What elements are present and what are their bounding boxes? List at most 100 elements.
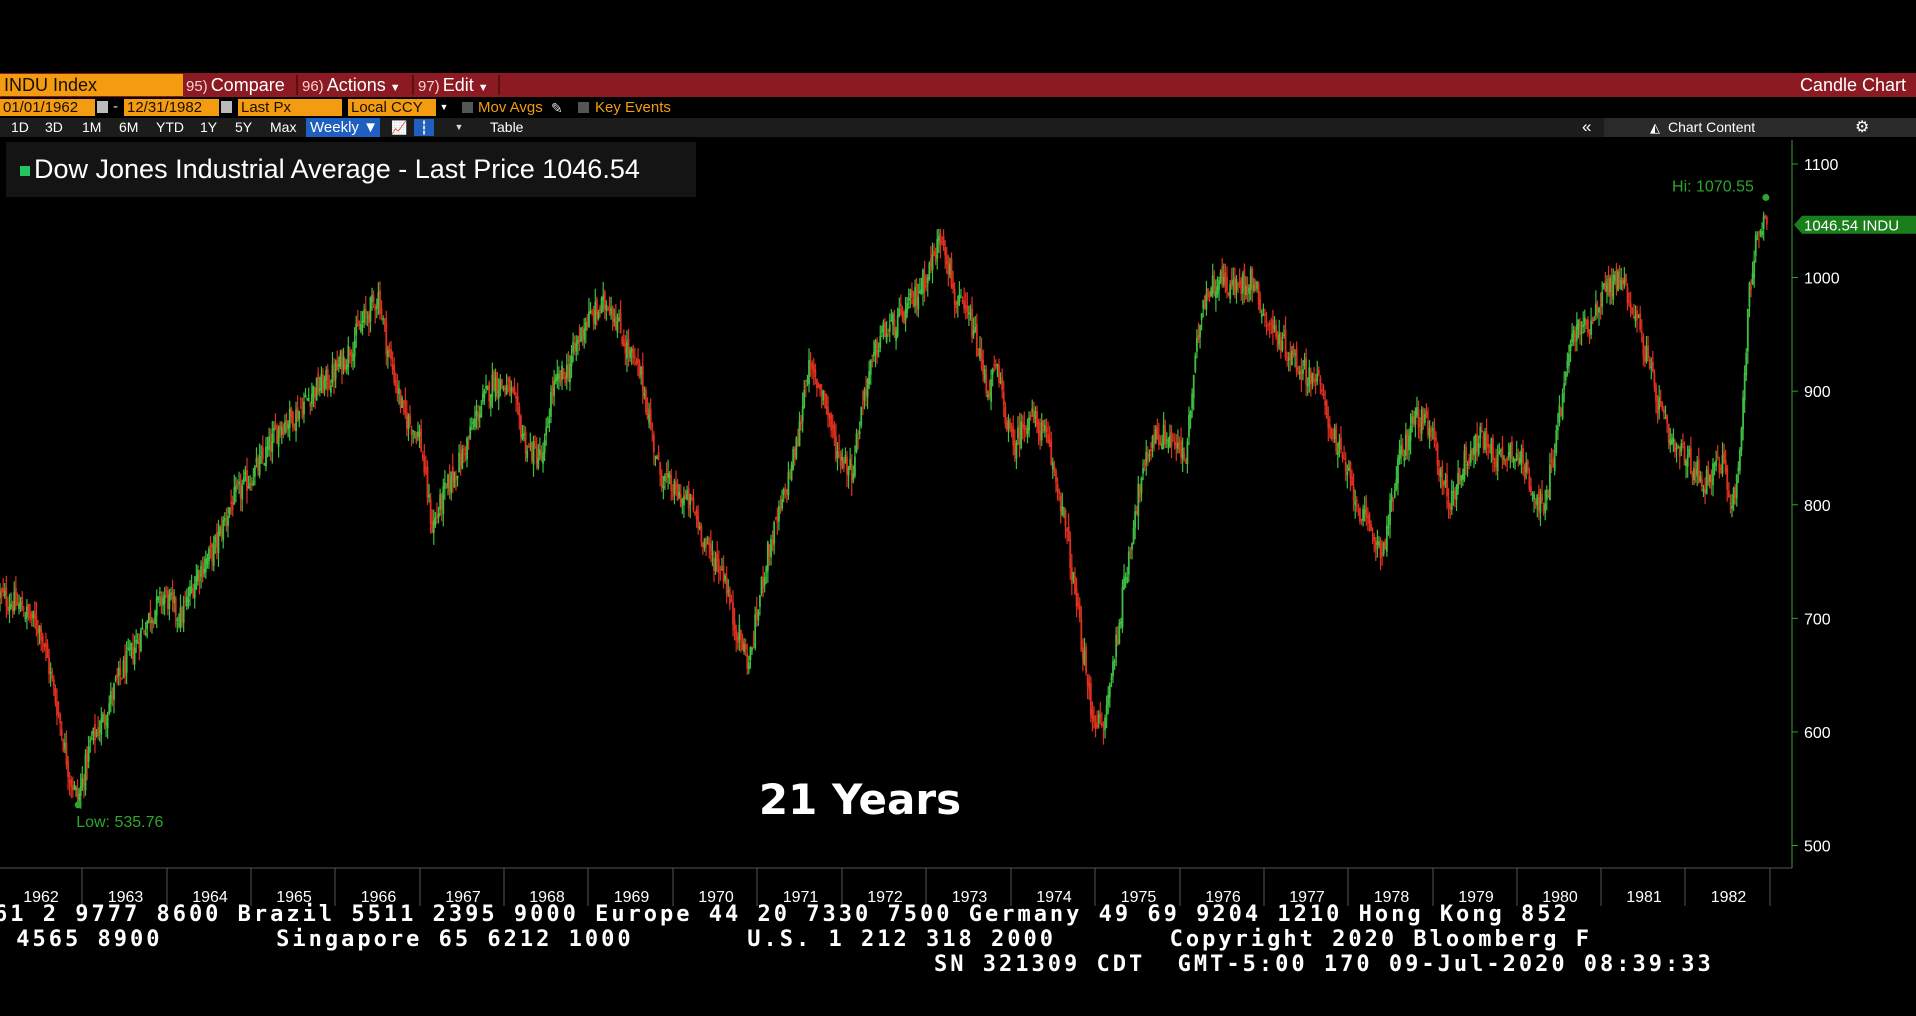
x-tick-label: 1980: [1542, 889, 1578, 906]
end-date-field[interactable]: 12/31/1982: [124, 99, 219, 116]
candle-body: [1336, 450, 1339, 455]
candle-body: [470, 429, 473, 431]
pencil-icon[interactable]: ✎: [551, 100, 563, 116]
security-input[interactable]: INDU Index: [0, 74, 183, 96]
period-row: 1D 3D 1M 6M YTD 1Y 5Y Max Weekly ▼ 📈 ┇ ▼…: [0, 118, 1916, 137]
chevron-down-icon: ▼: [389, 82, 401, 94]
chart-content-panel: ◭ Chart Content ⚙: [1604, 118, 1916, 137]
chart-content-button[interactable]: Chart Content: [1668, 119, 1756, 135]
candle-body: [1105, 704, 1108, 716]
candle-body: [255, 458, 258, 464]
candle-chart-icon[interactable]: ┇: [414, 119, 434, 136]
candle-body: [901, 308, 904, 318]
candle-body: [592, 309, 595, 323]
candle-chart[interactable]: 500 600 700 800 900 1000 1100 1046.54 INDU 1962…: [0, 137, 1916, 907]
actions-button[interactable]: 96) Actions ▼: [302, 73, 401, 97]
candle-body: [884, 322, 886, 338]
collapse-icon[interactable]: «: [1582, 117, 1592, 136]
candle-body: [1211, 275, 1214, 294]
currency-select[interactable]: Local CCY: [348, 99, 436, 116]
candle-body: [347, 345, 350, 368]
table-button[interactable]: Table: [490, 119, 524, 135]
start-date-field[interactable]: 01/01/1962: [0, 99, 95, 116]
candle-body: [1021, 423, 1024, 428]
candle-body: [559, 370, 562, 383]
candle-body: [1431, 428, 1434, 430]
x-tick-label: 1964: [192, 889, 228, 906]
candle-body: [1577, 319, 1580, 330]
candle-body: [1343, 458, 1346, 460]
candle-body: [1267, 324, 1270, 326]
period-1d[interactable]: 1D: [11, 119, 29, 135]
candle-body: [1463, 451, 1466, 480]
calendar-icon[interactable]: [97, 101, 108, 113]
candle-body: [993, 364, 996, 366]
candle-body: [733, 620, 736, 630]
period-1y[interactable]: 1Y: [200, 119, 218, 135]
period-3d[interactable]: 3D: [45, 119, 63, 135]
price-field-select[interactable]: Last Px: [238, 99, 342, 116]
candle-body: [1108, 684, 1111, 698]
key-events-checkbox[interactable]: [578, 102, 589, 113]
candle-body: [200, 565, 202, 577]
candle-body: [223, 518, 226, 521]
compare-button[interactable]: 95) Compare: [186, 73, 285, 97]
candle-body: [299, 406, 302, 408]
period-1m[interactable]: 1M: [82, 119, 102, 135]
candle-body: [355, 323, 358, 336]
candle-body: [497, 390, 500, 399]
candle-body: [1617, 271, 1619, 291]
candle-body: [1355, 499, 1358, 501]
candle-body: [219, 526, 221, 535]
candle-body: [581, 329, 584, 337]
edit-label: Edit: [442, 75, 474, 95]
candle-body: [1490, 438, 1493, 455]
period-ytd[interactable]: YTD: [156, 119, 184, 135]
candle-body: [1536, 494, 1539, 506]
edit-button[interactable]: 97) Edit ▼: [418, 73, 489, 97]
chevron-down-icon[interactable]: ▼: [439, 102, 449, 112]
period-max[interactable]: Max: [270, 119, 297, 135]
candle-body: [1062, 507, 1065, 509]
candle-body: [203, 568, 206, 574]
candle-body: [846, 457, 848, 475]
candle-body: [1132, 528, 1135, 545]
candle-body: [59, 714, 62, 724]
candle-body: [1088, 682, 1091, 689]
period-6m[interactable]: 6M: [119, 119, 139, 135]
candle-body: [624, 343, 627, 354]
frequency-select[interactable]: Weekly ▼: [306, 118, 380, 137]
candle-body: [1419, 429, 1422, 431]
mov-avgs-checkbox[interactable]: [462, 102, 473, 113]
candle-body: [307, 397, 310, 402]
overlay-text: 21 Years: [759, 775, 961, 824]
candle-body: [214, 536, 217, 543]
candle-body: [1292, 345, 1295, 355]
candle-body: [1032, 410, 1035, 424]
chart-type-label[interactable]: Candle Chart: [1799, 75, 1906, 95]
candle-body: [1199, 324, 1201, 338]
candle-body: [1146, 453, 1149, 460]
candle-body: [1556, 426, 1559, 431]
candle-body: [1495, 458, 1498, 468]
candle-body: [1726, 467, 1729, 490]
candle-body: [645, 389, 647, 412]
line-chart-icon[interactable]: 📈: [391, 120, 408, 135]
candle-body: [667, 472, 670, 479]
candle-body: [1268, 322, 1271, 325]
candle-body: [1107, 694, 1110, 705]
candle-body: [1013, 440, 1016, 455]
candle-body: [1452, 491, 1455, 493]
period-5y[interactable]: 5Y: [235, 119, 253, 135]
candle-body: [1256, 282, 1258, 289]
candle-body: [1629, 303, 1632, 309]
candle-body: [1116, 639, 1119, 644]
candle-body: [140, 629, 142, 652]
chevron-down-icon[interactable]: ▼: [454, 122, 464, 132]
calendar-icon[interactable]: [221, 101, 232, 113]
candle-body: [1271, 319, 1274, 334]
candle-body: [641, 365, 644, 392]
candle-body: [535, 446, 538, 465]
candle-body: [1696, 461, 1699, 477]
gear-icon[interactable]: ⚙: [1855, 119, 1870, 136]
